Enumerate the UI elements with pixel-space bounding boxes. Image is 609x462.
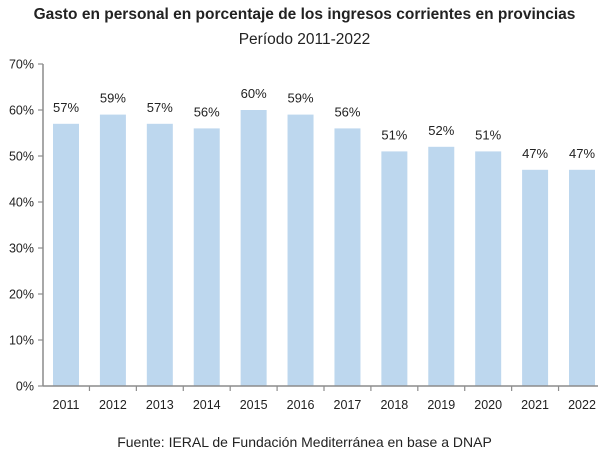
x-tick-label-2012: 2012 [99,398,127,412]
data-label-2017: 56% [334,104,360,119]
y-tick-label: 50% [9,150,34,164]
data-label-2022: 47% [569,146,595,161]
bar-2021 [522,169,549,386]
data-label-2013: 57% [147,100,173,115]
y-tick-label: 30% [9,242,34,256]
bar-2020 [475,151,502,386]
x-tick-label-2011: 2011 [53,398,80,412]
chart-title: Gasto en personal en porcentaje de los i… [33,6,576,23]
y-tick-label: 70% [9,58,34,72]
data-label-2018: 51% [381,127,407,142]
bar-2013 [146,123,173,387]
bar-2015 [240,110,267,386]
data-label-2015: 60% [241,86,267,101]
axes-group [38,63,598,391]
data-label-2012: 59% [100,91,126,106]
bar-2016 [287,114,314,386]
labels-group: 57% 59% 57% 56% 60% 59% 56% 51% 52% 51% 47% 47% 0% 10… [9,58,596,413]
y-tick-label: 0% [16,380,34,394]
x-tick-label-2021: 2021 [521,398,549,412]
data-label-2016: 59% [288,91,314,106]
bar-2018 [381,151,408,386]
bar-2012 [99,114,126,386]
bar-2019 [428,146,455,386]
x-tick-label-2015: 2015 [240,398,268,412]
x-tick-label-2020: 2020 [474,398,502,412]
data-label-2019: 52% [428,123,454,138]
data-label-2011: 57% [53,100,79,115]
x-tick-label-2018: 2018 [380,398,408,412]
data-label-2021: 47% [522,146,548,161]
x-tick-label-2016: 2016 [287,398,315,412]
bar-2014 [193,128,220,386]
x-tick-label-2014: 2014 [193,398,221,412]
data-label-2020: 51% [475,127,501,142]
bars-group [53,110,595,387]
y-tick-label: 20% [9,288,34,302]
bar-2017 [334,128,361,386]
chart-subtitle: Período 2011-2022 [238,31,371,48]
x-tick-label-2017: 2017 [334,398,362,412]
bar-2022 [569,169,595,386]
chart-source: Fuente: IERAL de Fundación Mediterránea … [117,434,492,450]
x-tick-label-2013: 2013 [146,398,174,412]
y-tick-label: 10% [9,334,34,348]
y-tick-label: 60% [9,104,34,118]
y-tick-label: 40% [9,196,34,210]
data-label-2014: 56% [194,104,220,119]
bar-2011 [53,123,79,387]
x-tick-label-2022: 2022 [568,398,596,412]
x-tick-label-2019: 2019 [427,398,455,412]
